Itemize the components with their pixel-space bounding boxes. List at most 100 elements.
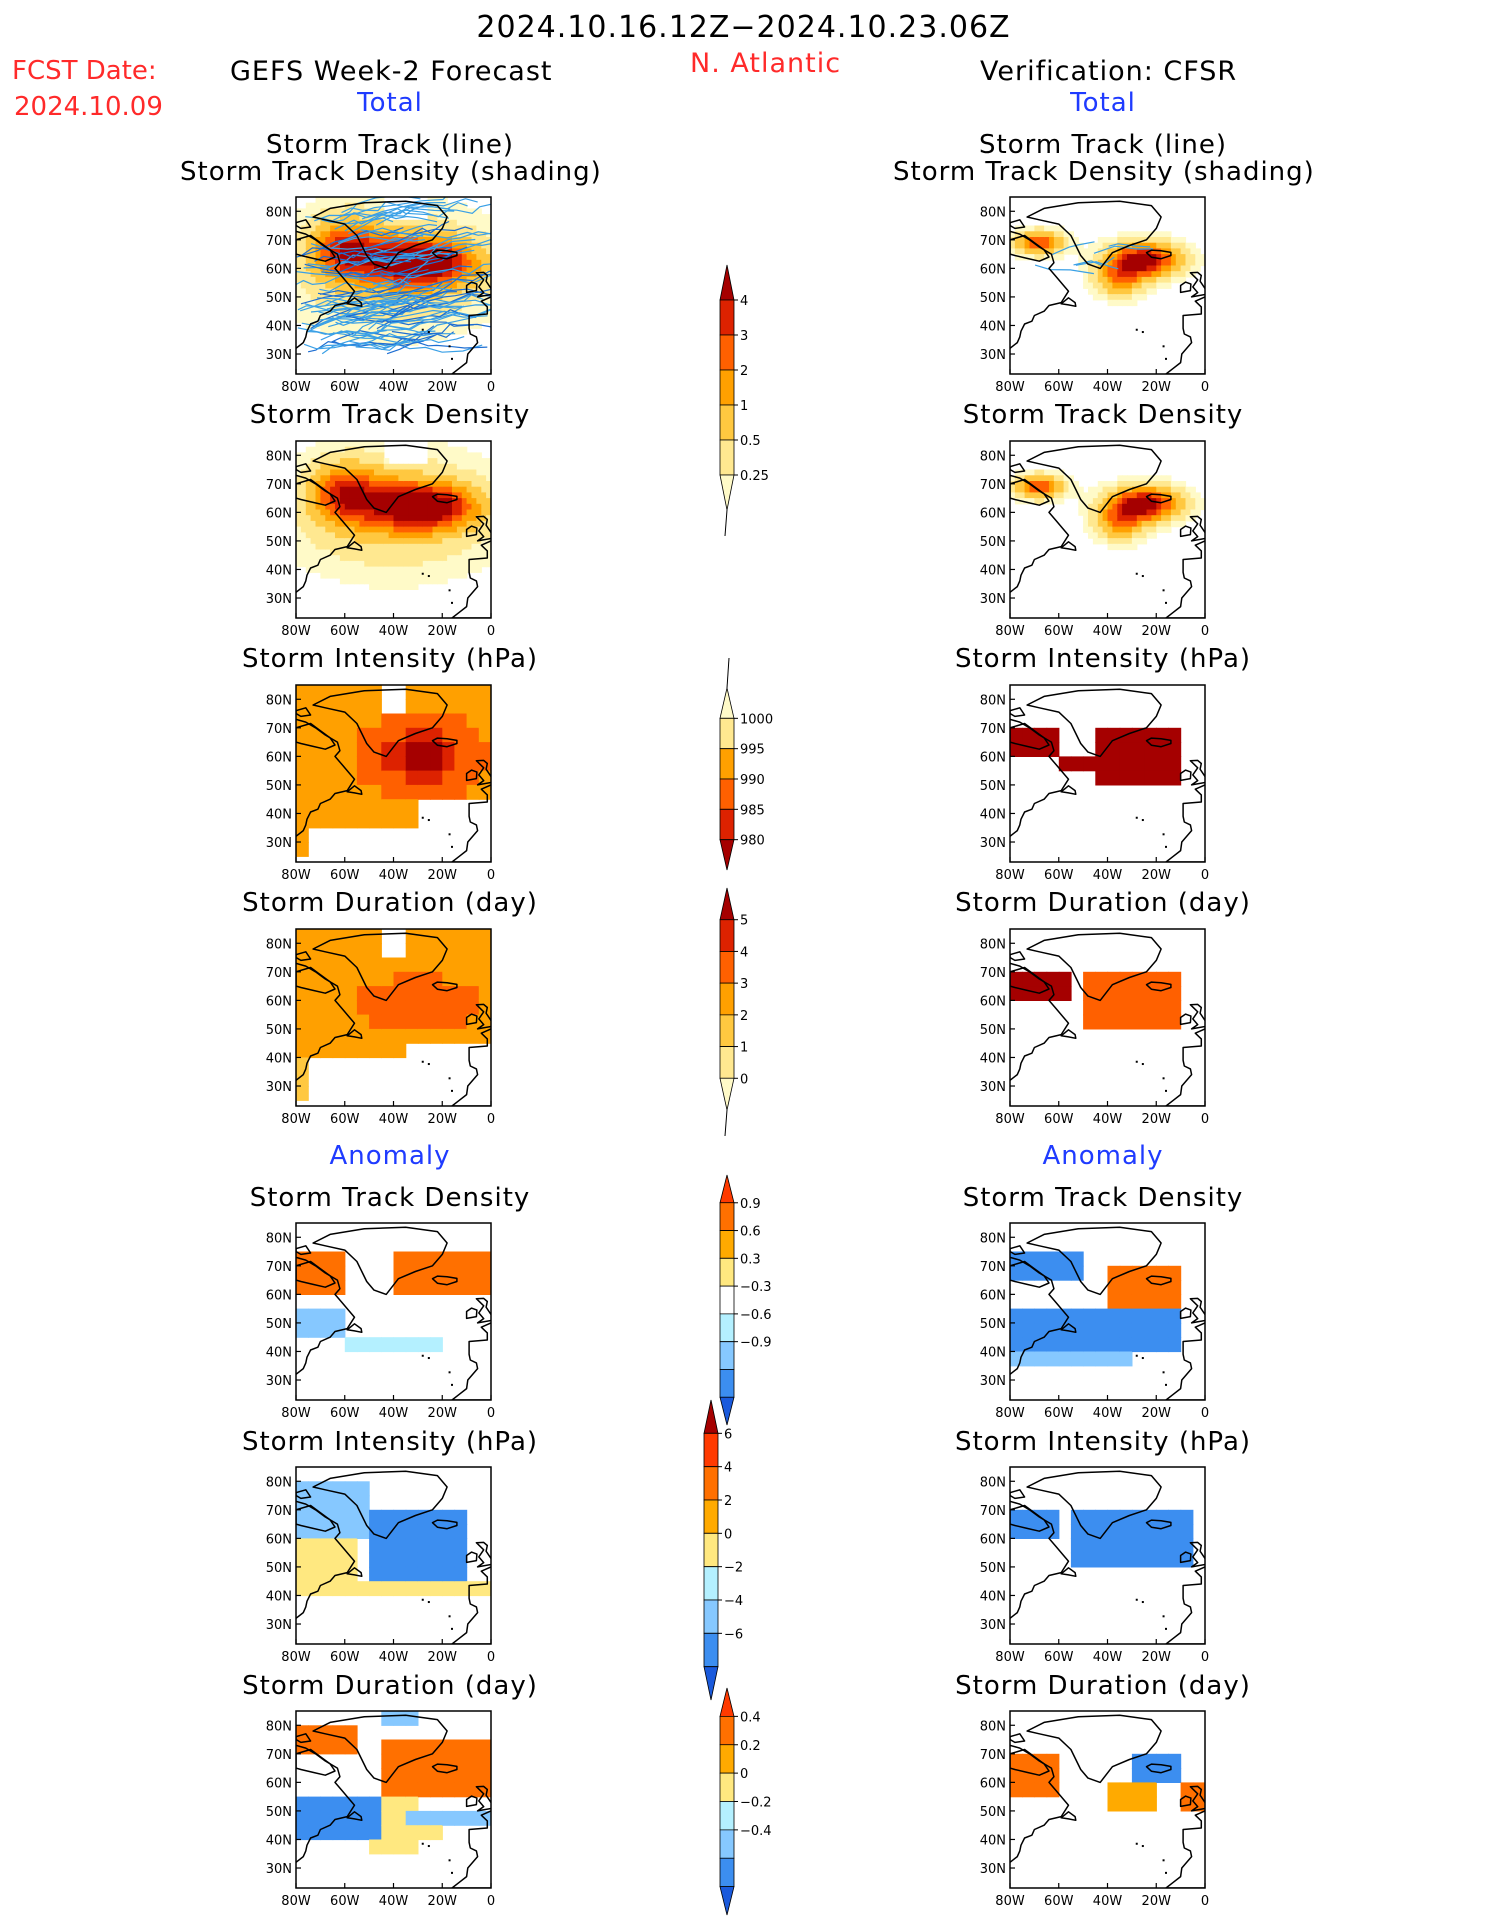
shading-cell bbox=[349, 492, 356, 499]
shading-cell bbox=[369, 446, 375, 453]
shading-cell bbox=[454, 1566, 468, 1582]
shading-cell bbox=[461, 520, 468, 528]
shading-cell bbox=[320, 1014, 334, 1030]
shading-cell bbox=[393, 813, 407, 829]
lat-label: 70N bbox=[980, 1260, 1006, 1275]
coastline bbox=[431, 249, 458, 260]
shading-cell bbox=[1058, 1351, 1072, 1367]
lat-label: 50N bbox=[266, 1561, 292, 1576]
shading-cell bbox=[442, 475, 448, 482]
shading-cell bbox=[388, 231, 395, 238]
shading-cell bbox=[1117, 492, 1123, 499]
shading-cell bbox=[364, 265, 370, 272]
shading-cell bbox=[1131, 1768, 1145, 1783]
shading-cell bbox=[1053, 231, 1060, 238]
shading-cell bbox=[447, 532, 453, 539]
shading-cell bbox=[374, 543, 380, 551]
shading-cell bbox=[1083, 1322, 1096, 1338]
shading-cell bbox=[454, 742, 468, 757]
shading-cell bbox=[300, 271, 307, 278]
shading-cell bbox=[310, 305, 317, 312]
shading-cell bbox=[315, 237, 321, 244]
shading-cell bbox=[1161, 509, 1167, 516]
shading-cell bbox=[315, 463, 321, 471]
shading-cell bbox=[1146, 486, 1152, 493]
shading-cell bbox=[1088, 288, 1094, 295]
shading-cell bbox=[417, 1782, 431, 1798]
shading-cell bbox=[383, 583, 390, 590]
shading-cell bbox=[1039, 475, 1045, 482]
shading-cell bbox=[369, 498, 375, 505]
shading-cell bbox=[1141, 259, 1148, 267]
shading-cell bbox=[383, 498, 390, 505]
shading-cell bbox=[1166, 265, 1172, 272]
shading-cell bbox=[437, 265, 443, 272]
shading-cell bbox=[320, 1280, 334, 1295]
shading-cell bbox=[1046, 971, 1060, 987]
shading-cell bbox=[381, 799, 395, 815]
coastline bbox=[1179, 769, 1192, 782]
lat-label: 70N bbox=[266, 1748, 292, 1763]
shading-cell bbox=[349, 276, 356, 284]
shading-cell bbox=[344, 492, 351, 499]
shading-cell bbox=[481, 560, 487, 568]
shading-cell bbox=[452, 328, 458, 335]
shading-cell bbox=[417, 526, 424, 533]
shading-cell bbox=[442, 929, 456, 944]
shading-cell bbox=[388, 219, 395, 227]
shading-cell bbox=[1161, 237, 1167, 244]
shading-cell bbox=[1022, 1265, 1035, 1281]
shading-cell bbox=[332, 1581, 346, 1597]
shading-cell bbox=[296, 1825, 309, 1841]
panel-content bbox=[1010, 929, 1205, 1106]
coastline bbox=[1010, 1245, 1026, 1256]
shading-cell bbox=[417, 957, 431, 973]
shading-cell bbox=[320, 1581, 334, 1597]
shading-cell bbox=[1166, 259, 1172, 267]
shading-cell bbox=[1141, 231, 1148, 238]
island bbox=[427, 575, 430, 578]
shading-cell bbox=[332, 685, 346, 700]
shading-cell bbox=[486, 288, 491, 295]
shading-cell bbox=[437, 276, 443, 284]
shading-cell bbox=[344, 242, 351, 249]
shading-cell bbox=[310, 549, 317, 556]
panel-content bbox=[296, 197, 491, 374]
shading-cell bbox=[452, 463, 458, 471]
shading-cell bbox=[300, 282, 307, 289]
shading-cell bbox=[1117, 538, 1123, 545]
storm-track-line bbox=[326, 274, 491, 310]
shading-cell bbox=[1063, 248, 1070, 255]
shading-cell bbox=[369, 282, 375, 289]
coastline bbox=[490, 1509, 491, 1535]
shading-cell bbox=[296, 532, 302, 539]
shading-cell bbox=[332, 957, 346, 973]
shading-cell bbox=[335, 288, 341, 295]
shading-cell bbox=[364, 492, 370, 499]
shading-cell bbox=[1039, 254, 1045, 261]
shading-cell bbox=[330, 566, 336, 573]
shading-cell bbox=[1107, 481, 1113, 488]
shading-cell bbox=[383, 543, 390, 551]
shading-cell bbox=[1068, 242, 1074, 249]
shading-cell bbox=[1068, 475, 1074, 482]
shading-cell bbox=[349, 458, 356, 465]
shading-cell bbox=[427, 498, 434, 505]
shading-cell bbox=[344, 334, 351, 341]
shading-cell bbox=[403, 322, 409, 329]
shading-cell bbox=[378, 463, 385, 471]
shading-cell bbox=[403, 219, 409, 227]
coastline bbox=[296, 1748, 336, 1776]
shading-cell bbox=[369, 259, 375, 267]
shading-cell bbox=[452, 271, 458, 278]
shading-cell bbox=[452, 515, 458, 522]
shading-cell bbox=[1119, 1351, 1133, 1367]
lat-label: 40N bbox=[980, 1589, 1006, 1604]
shading-cell bbox=[339, 492, 346, 499]
shading-cell bbox=[466, 208, 473, 215]
forecast-period: 2024.10.16.12Z−2024.10.23.06Z bbox=[476, 10, 1011, 45]
shading-cell bbox=[452, 566, 458, 573]
shading-cell bbox=[1180, 248, 1187, 255]
